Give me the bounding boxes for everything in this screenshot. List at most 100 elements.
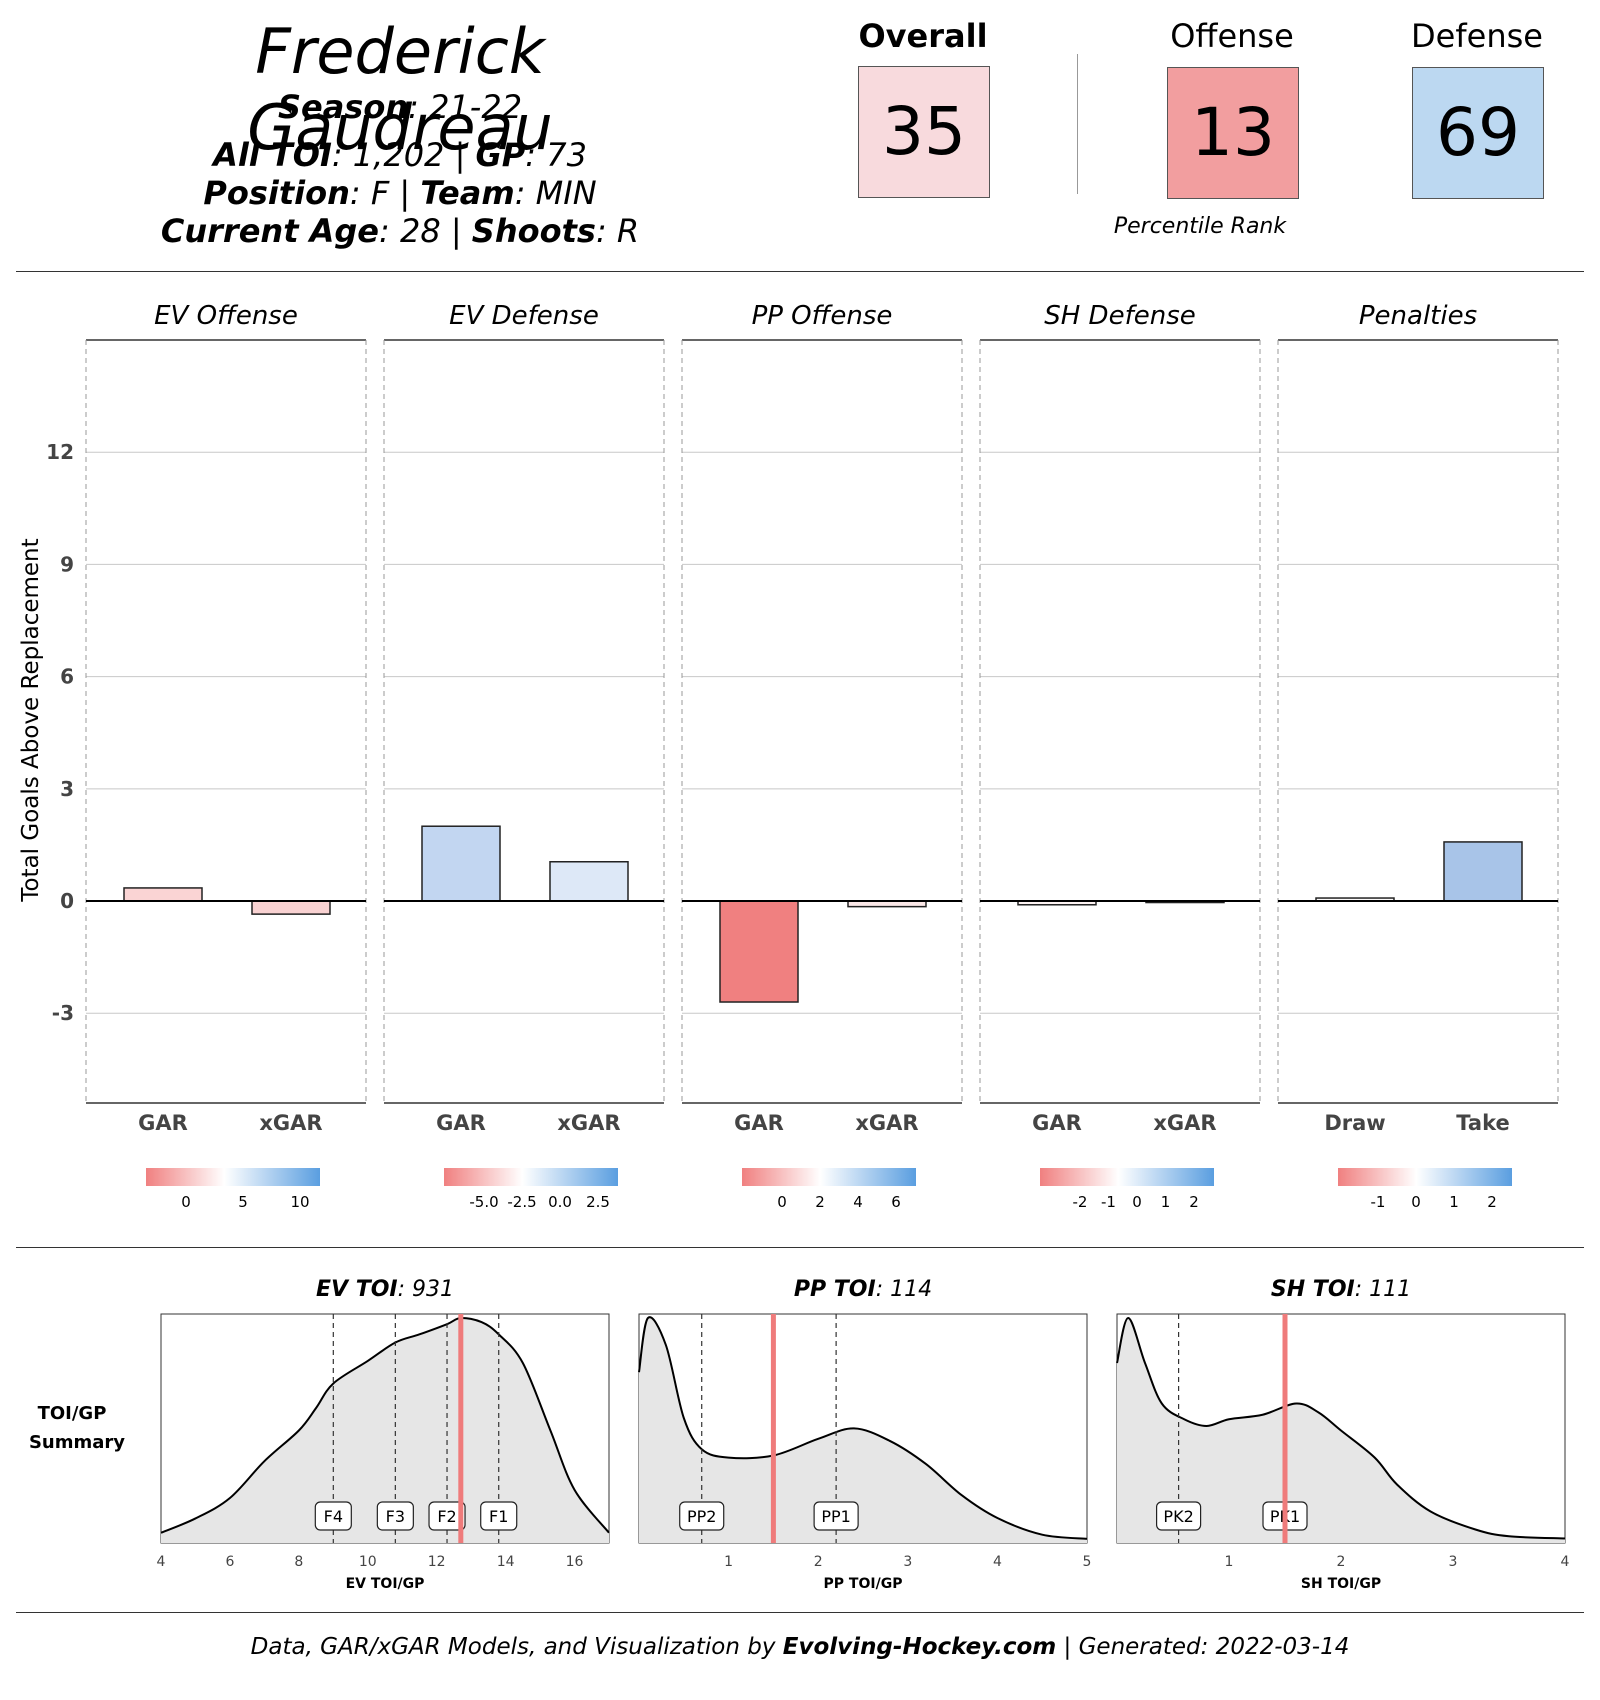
toi-x-tick-label: 4 xyxy=(157,1554,166,1570)
bar-xgar xyxy=(251,900,331,915)
x-tick-label: xGAR xyxy=(855,1111,918,1135)
defense-rank-box: 69 xyxy=(1412,67,1544,199)
legend-tick-label: 2 xyxy=(1189,1193,1199,1211)
toi-x-axis-label: PP TOI/GP xyxy=(824,1576,903,1592)
y-tick-label: 12 xyxy=(46,440,74,464)
toi-x-tick-label: 12 xyxy=(428,1554,446,1570)
y-tick-label: 0 xyxy=(60,889,74,913)
line-marker-label: PK2 xyxy=(1163,1507,1193,1526)
legend-tick-label: -2.5 xyxy=(507,1193,536,1211)
legend-tick-label: 0 xyxy=(1132,1193,1142,1211)
toi-x-axis-label: SH TOI/GP xyxy=(1301,1576,1381,1592)
panel-title: EV Offense xyxy=(154,301,298,331)
gar-panel: SH Defense GAR xGAR -2 -1 0 1 2 xyxy=(979,301,1261,1211)
bar-gar xyxy=(719,900,799,1003)
toi-x-tick-label: 3 xyxy=(903,1554,912,1570)
toi-title-separator: : xyxy=(1355,1277,1369,1302)
gar-panel: Penalties Draw Take -1 0 1 2 xyxy=(1277,301,1559,1211)
legend-tick-label: 1 xyxy=(1161,1193,1171,1211)
toi-x-tick-label: 6 xyxy=(225,1554,234,1570)
bar-take xyxy=(1443,841,1523,902)
x-tick-label: xGAR xyxy=(259,1111,322,1135)
footer-brand[interactable]: Evolving-Hockey.com xyxy=(782,1634,1057,1660)
legend-tick-label: 5 xyxy=(238,1193,248,1211)
x-tick-label: GAR xyxy=(436,1111,486,1135)
position-team-line: Position: F | Team: MIN xyxy=(203,174,597,212)
x-tick-label: xGAR xyxy=(1153,1111,1216,1135)
line-marker-box xyxy=(813,1501,859,1531)
overall-rank-label: Overall xyxy=(858,17,988,55)
season-label: Season xyxy=(277,88,409,126)
rank-divider xyxy=(1077,54,1078,194)
legend-tick-label: 2 xyxy=(1487,1193,1497,1211)
y-tick-label: 9 xyxy=(60,552,74,576)
legend-tick-label: 0 xyxy=(181,1193,191,1211)
legend-tick-label: 4 xyxy=(853,1193,863,1211)
toi-x-tick-label: 1 xyxy=(1225,1554,1234,1570)
age-label: Current Age xyxy=(160,212,379,250)
gar-panel: PP Offense GAR xGAR 0 2 4 6 xyxy=(681,301,963,1211)
shoots-value: R xyxy=(616,212,640,250)
line-marker-box xyxy=(376,1501,414,1531)
x-tick-label: xGAR xyxy=(557,1111,620,1135)
defense-rank-label: Defense xyxy=(1411,17,1543,55)
line-marker-box xyxy=(314,1501,352,1531)
toi-panel: EV TOI: 931 F4 F3 F2 F1 4 6 8 10 12 14 16 EV TOI/GP xyxy=(157,1277,610,1592)
percentile-rank-caption: Percentile Rank xyxy=(1113,214,1287,239)
toi-x-tick-label: 3 xyxy=(1449,1554,1458,1570)
line-marker-box xyxy=(679,1501,725,1531)
line-marker-box xyxy=(1155,1501,1202,1531)
bar-gar xyxy=(123,887,203,902)
toi-label: All TOI xyxy=(213,136,332,174)
footer-credit: Data, GAR/xGAR Models, and Visualization… xyxy=(0,1634,1600,1660)
legend-tick-label: 0.0 xyxy=(548,1193,572,1211)
line-marker-label: PP1 xyxy=(821,1507,850,1526)
toi-x-tick-label: 14 xyxy=(497,1554,515,1570)
toi-panel: PP TOI: 114 PP2 PP1 1 2 3 4 5 PP TOI/GP xyxy=(638,1277,1091,1592)
team-value: MIN xyxy=(535,174,597,212)
color-legend-bar xyxy=(444,1168,618,1186)
bar-xgar xyxy=(549,861,629,902)
legend-tick-label: 0 xyxy=(777,1193,787,1211)
toi-panel-title: PP TOI: 114 xyxy=(794,1277,932,1302)
divider-bottom xyxy=(16,1612,1584,1613)
gar-panel: EV Offense GAR xGAR 0 5 10 xyxy=(85,301,367,1211)
toi-title-separator: : xyxy=(876,1277,890,1302)
legend-tick-label: 6 xyxy=(891,1193,901,1211)
color-legend-bar xyxy=(1040,1168,1214,1186)
legend-tick-label: -5.0 xyxy=(469,1193,498,1211)
toi-x-axis-label: EV TOI/GP xyxy=(346,1576,425,1592)
age-value: 28 xyxy=(399,212,441,250)
density-curve xyxy=(1116,1316,1566,1540)
toi-x-tick-label: 10 xyxy=(359,1554,377,1570)
divider-top xyxy=(16,271,1584,272)
legend-tick-label: 2 xyxy=(815,1193,825,1211)
line-marker-label: F1 xyxy=(489,1507,508,1526)
toi-density-charts: TOI/GP Summary EV TOI: 931 F4 F3 F2 F1 4 6 8 10 1… xyxy=(29,1277,1570,1592)
legend-tick-label: 1 xyxy=(1449,1193,1459,1211)
legend-tick-label: 10 xyxy=(290,1193,309,1211)
player-name: Frederick Gaudreau xyxy=(247,15,553,164)
y-tick-label: 6 xyxy=(60,665,74,689)
toi-value: 1,202 xyxy=(352,136,445,174)
season-value: 21-22 xyxy=(429,88,523,126)
gar-panel: EV Defense GAR xGAR -5.0 -2.5 0.0 2.5 xyxy=(383,301,665,1211)
legend-tick-label: 2.5 xyxy=(586,1193,610,1211)
line-marker-label: F4 xyxy=(324,1507,343,1526)
y-tick-label: -3 xyxy=(52,1001,74,1025)
panel-title: SH Defense xyxy=(1044,301,1196,331)
toi-title-value: 111 xyxy=(1369,1277,1411,1302)
line-marker-label: F2 xyxy=(437,1507,456,1526)
panel-title: EV Defense xyxy=(449,301,599,331)
panel-title: Penalties xyxy=(1359,301,1477,331)
y-tick-label: 3 xyxy=(60,777,74,801)
legend-tick-label: -1 xyxy=(1371,1193,1386,1211)
toi-x-tick-label: 8 xyxy=(294,1554,303,1570)
season-line: Season: 21-22 xyxy=(277,88,523,126)
line-marker-box xyxy=(428,1501,466,1531)
density-area xyxy=(161,1317,609,1543)
legend-tick-label: -1 xyxy=(1101,1193,1116,1211)
line-marker-box xyxy=(480,1501,518,1531)
y-axis-label: Total Goals Above Replacement xyxy=(18,538,44,902)
x-tick-label: GAR xyxy=(138,1111,188,1135)
